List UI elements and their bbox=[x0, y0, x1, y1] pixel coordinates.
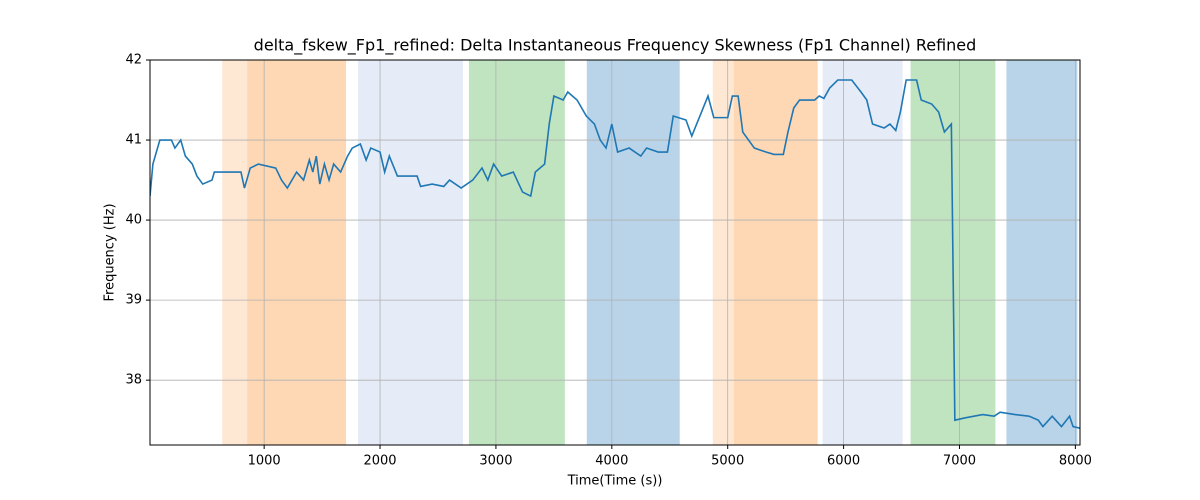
y-axis-label: Frequency (Hz) bbox=[103, 203, 118, 301]
x-axis-label: Time(Time (s)) bbox=[567, 474, 663, 489]
shaded-span bbox=[222, 60, 248, 445]
shaded-span bbox=[822, 60, 903, 445]
data-line bbox=[150, 79, 1080, 429]
y-tick-label: 41 bbox=[125, 133, 142, 148]
y-tick-label: 38 bbox=[125, 373, 142, 388]
shaded-span bbox=[733, 60, 818, 445]
x-tick-label: 8000 bbox=[1059, 454, 1092, 469]
shaded-span bbox=[586, 60, 680, 445]
x-tick-label: 5000 bbox=[711, 454, 744, 469]
shaded-span bbox=[358, 60, 464, 445]
y-tick-label: 40 bbox=[125, 213, 142, 228]
chart-title: delta_fskew_Fp1_refined: Delta Instantan… bbox=[254, 36, 977, 56]
x-tick-label: 2000 bbox=[363, 454, 396, 469]
x-tick-label: 4000 bbox=[595, 454, 628, 469]
plot-frame bbox=[149, 59, 1081, 446]
x-tick-label: 7000 bbox=[943, 454, 976, 469]
x-tick-label: 6000 bbox=[827, 454, 860, 469]
shaded-span bbox=[247, 60, 347, 445]
x-tick-label: 1000 bbox=[248, 454, 281, 469]
y-tick-label: 39 bbox=[125, 293, 142, 308]
shaded-span bbox=[712, 60, 734, 445]
x-tick-label: 3000 bbox=[479, 454, 512, 469]
shaded-span bbox=[1006, 60, 1078, 445]
y-tick-label: 42 bbox=[125, 53, 142, 68]
